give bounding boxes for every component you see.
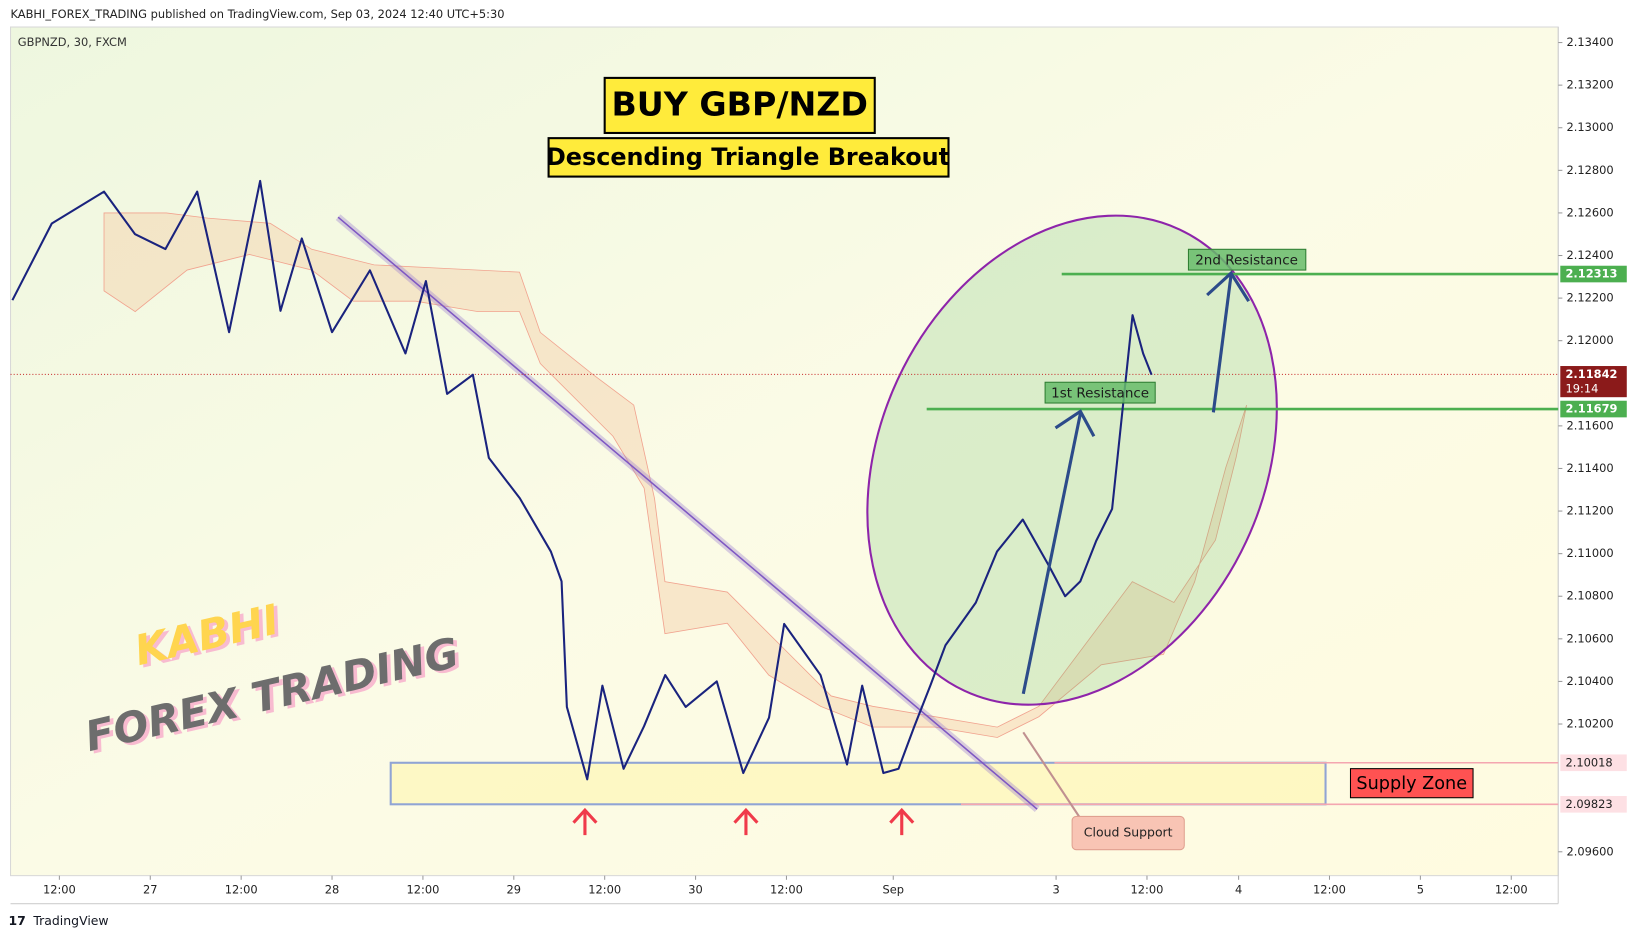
footer-text: TradingView <box>32 913 108 928</box>
y-tick-label: 2.11000 <box>1567 546 1614 560</box>
subtitle: Descending Triangle Breakout <box>546 143 950 171</box>
y-tick-label: 2.13200 <box>1567 78 1614 92</box>
marks: 2.13400 2.13200 2.13000 2.12800 2.12600 2.124… <box>10 35 1627 897</box>
arrow <box>1021 413 1082 695</box>
subtitle-box <box>547 137 950 178</box>
arrow <box>1211 275 1233 413</box>
y-tick-label: 2.13000 <box>1567 120 1614 134</box>
x-tick-label: 30 <box>688 883 703 897</box>
x-tick-label: 5 <box>1417 883 1424 897</box>
connector <box>1022 731 1082 820</box>
title: BUY GBP/NZD <box>611 84 867 123</box>
x-tick-label: 12:00 <box>43 883 76 897</box>
cloud-support-label: Cloud Support <box>1084 825 1173 840</box>
y-tick-label: 2.13400 <box>1567 35 1614 49</box>
up-arrows <box>572 807 915 836</box>
symbol: GBPNZD, 30, FXCM <box>18 35 127 49</box>
price-tag <box>1560 400 1627 418</box>
x-tick-label: 12:00 <box>588 883 621 897</box>
x-tick-label: 3 <box>1052 883 1059 897</box>
price-tag-label: 2.11679 <box>1565 402 1617 416</box>
y-tick-label: 2.12000 <box>1567 333 1614 347</box>
header-text: KABHI_FOREX_TRADING published on Trading… <box>11 7 505 21</box>
y-tick-label: 2.12400 <box>1567 248 1614 262</box>
x-tick-label: 4 <box>1235 883 1242 897</box>
y-tick-label: 2.11600 <box>1567 418 1614 432</box>
x-tick-label: 12:00 <box>1313 883 1346 897</box>
supply-zone-label: Supply Zone <box>1356 774 1467 794</box>
footer-logo: 𝟭𝟳 <box>8 913 25 928</box>
y-tick-label: 2.12800 <box>1567 163 1614 177</box>
y-tick-label: 2.10400 <box>1567 674 1614 688</box>
second-resistance-label: 2nd Resistance <box>1195 253 1298 269</box>
x-tick-label: 12:00 <box>770 883 803 897</box>
first-resistance-label: 1st Resistance <box>1051 386 1149 402</box>
price-tag-label: 2.09823 <box>1565 797 1612 811</box>
title-box <box>603 76 876 134</box>
label-box <box>1349 768 1474 799</box>
price-tag <box>1560 265 1627 283</box>
x-tick-label: 28 <box>325 883 340 897</box>
x-tick-label: 12:00 <box>406 883 439 897</box>
y-tick-label: 2.09600 <box>1567 844 1614 858</box>
price-tag <box>1560 795 1627 813</box>
y-tick-label: 2.10800 <box>1567 589 1614 603</box>
x-tick-label: 27 <box>143 883 158 897</box>
arrow-head <box>1054 409 1096 438</box>
y-tick-label: 2.11200 <box>1567 504 1614 518</box>
price-tag <box>1560 366 1627 398</box>
y-tick-label: 2.12200 <box>1567 291 1614 305</box>
price-tag <box>1560 754 1627 772</box>
y-tick-label: 2.10200 <box>1567 717 1614 731</box>
label-box <box>1071 815 1185 851</box>
x-tick-label: Sep <box>882 883 904 897</box>
y-tick-label: 2.11400 <box>1567 461 1614 475</box>
cloud-area <box>103 212 1248 738</box>
supply-zone <box>389 761 1327 806</box>
price-tag-label: 2.10018 <box>1565 755 1612 769</box>
price-line <box>11 179 1153 781</box>
arrow-head <box>1206 270 1251 303</box>
up-arrow <box>572 807 598 836</box>
up-arrow <box>889 807 915 836</box>
x-tick-label: 12:00 <box>1495 883 1528 897</box>
countdown: 19:14 <box>1565 381 1598 395</box>
ichimoku-cloud <box>103 212 1248 738</box>
price-tag-label: 2.12313 <box>1565 267 1617 281</box>
y-tick-label: 2.12600 <box>1567 205 1614 219</box>
x-tick-label: 29 <box>507 883 522 897</box>
x-tick-label: 12:00 <box>225 883 258 897</box>
price-tag-label: 2.11842 <box>1565 367 1617 381</box>
x-tick-label: 12:00 <box>1131 883 1164 897</box>
up-arrow <box>733 807 759 836</box>
y-tick-label: 2.10600 <box>1567 631 1614 645</box>
label-box <box>1044 381 1156 404</box>
label-box <box>1187 248 1307 271</box>
